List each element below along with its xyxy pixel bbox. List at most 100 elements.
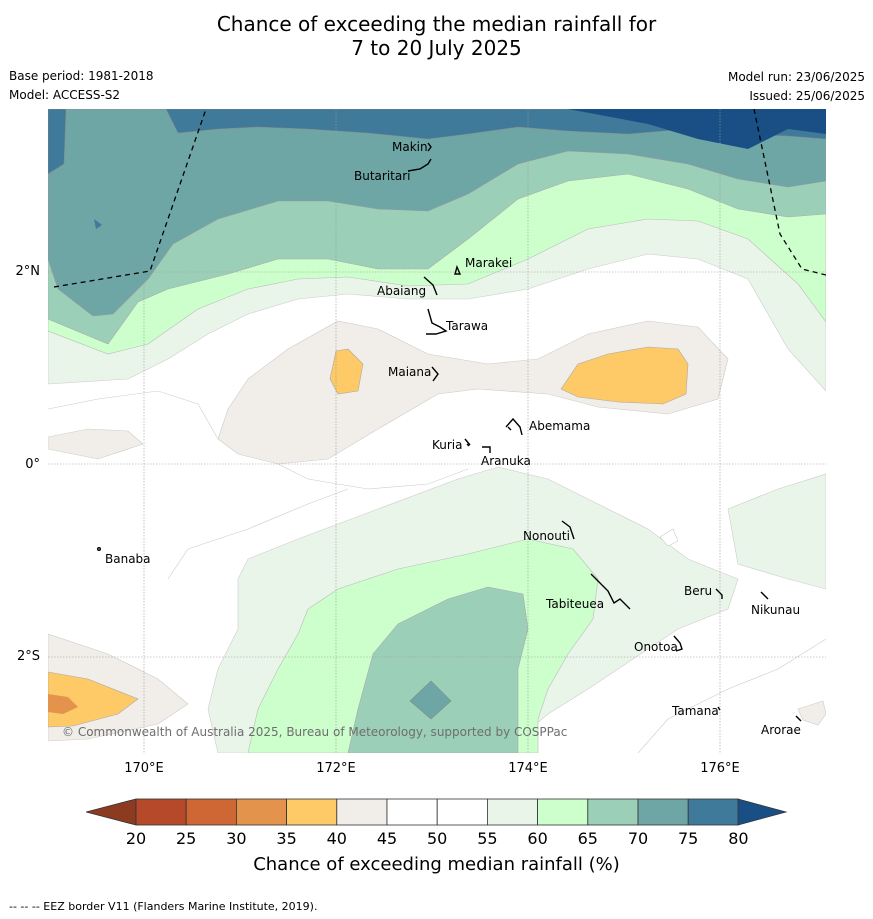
colorbar-svg xyxy=(84,798,788,826)
colorbar-segment xyxy=(336,798,388,826)
colorbar xyxy=(84,798,788,832)
label-tarawa: Tarawa xyxy=(445,319,488,333)
label-onotoa: Onotoa xyxy=(634,640,678,654)
colorbar-tick-label: 50 xyxy=(427,829,448,848)
colorbar-segment xyxy=(687,798,739,826)
eez-footnote: -- -- -- EEZ border V11 (Flanders Marine… xyxy=(9,900,318,913)
beru-island xyxy=(715,588,723,599)
eez-border-west xyxy=(53,109,207,288)
band-contour-fragment xyxy=(659,528,679,547)
band-40-45-west-small xyxy=(48,428,144,460)
banaba-island xyxy=(97,547,102,552)
label-tamana: Tamana xyxy=(671,704,719,718)
colorbar-segment xyxy=(537,798,589,826)
tarawa-island xyxy=(426,308,448,335)
makin-island xyxy=(427,142,432,152)
label-butaritari: Butaritari xyxy=(354,169,411,183)
label-marakei: Marakei xyxy=(465,256,512,270)
label-banaba: Banaba xyxy=(105,552,151,566)
colorbar-segment xyxy=(436,798,488,826)
band-70-75-south xyxy=(409,680,452,720)
colorbar-segment xyxy=(286,798,338,826)
lon-label-172e: 172°E xyxy=(316,761,356,776)
colorbar-tick-label: 30 xyxy=(226,829,247,848)
model-run: Model run: 23/06/2025 xyxy=(727,70,865,84)
band-75-80-north xyxy=(48,109,826,175)
band-over-80-north xyxy=(568,109,826,149)
nikunau-island xyxy=(760,591,769,600)
maiana-island xyxy=(431,366,439,382)
small-blob-north xyxy=(94,219,102,229)
colorbar-segment xyxy=(185,798,237,826)
label-abemama: Abemama xyxy=(529,419,590,433)
colorbar-tick-label: 40 xyxy=(326,829,347,848)
lon-label-170e: 170°E xyxy=(124,761,164,776)
model-name: Model: ACCESS-S2 xyxy=(9,88,121,102)
colorbar-segment xyxy=(587,798,639,826)
kuria-island xyxy=(464,438,471,447)
issued-date: Issued: 25/06/2025 xyxy=(749,89,865,103)
colorbar-segment xyxy=(637,798,689,826)
contour-line-50 xyxy=(48,390,469,490)
band-65-70-south xyxy=(347,586,529,753)
lat-label-2n: 2°N xyxy=(15,264,41,279)
copyright-notice: © Commonwealth of Australia 2025, Bureau… xyxy=(62,725,568,739)
label-aranuka: Aranuka xyxy=(481,454,531,468)
colorbar-segment xyxy=(386,798,438,826)
colorbar-tick-label: 20 xyxy=(125,829,147,848)
tabiteuea-island xyxy=(590,573,631,610)
map-title-line2: 7 to 20 July 2025 xyxy=(351,36,522,60)
label-maiana: Maiana xyxy=(388,365,431,379)
band-35-40-southwest xyxy=(48,671,139,728)
band-55-60-east xyxy=(727,473,826,590)
tamana-island xyxy=(717,706,721,711)
lat-label-0: 0° xyxy=(25,457,40,472)
onotoa-island xyxy=(673,635,683,652)
colorbar-under-arrow xyxy=(84,798,137,826)
label-abaiang: Abaiang xyxy=(377,284,426,298)
colorbar-tick-label: 80 xyxy=(728,829,749,848)
abemama-island xyxy=(505,417,523,436)
colorbar-tick-label: 35 xyxy=(276,829,297,848)
colorbar-label: Chance of exceeding median rainfall (%) xyxy=(253,854,620,875)
eez-border-east xyxy=(753,109,826,276)
band-30-35-southwest xyxy=(48,694,78,714)
arorae-island xyxy=(795,715,802,722)
label-makin: Makin xyxy=(392,140,428,154)
colorbar-tick-label: 70 xyxy=(627,829,649,848)
colorbar-tick-label: 25 xyxy=(176,829,197,848)
graticule xyxy=(48,109,826,753)
colorbar-segment xyxy=(486,798,538,826)
abaiang-island xyxy=(423,276,438,296)
nonouti-island xyxy=(561,520,575,540)
rainfall-contours: Makin Butaritari Marakei Abaiang Tarawa … xyxy=(48,109,826,753)
butaritari-island xyxy=(407,158,432,172)
colorbar-tick-label: 75 xyxy=(678,829,699,848)
rainfall-map: Makin Butaritari Marakei Abaiang Tarawa … xyxy=(48,109,826,753)
colorbar-tick-label: 65 xyxy=(577,829,598,848)
map-title-line1: Chance of exceeding the median rainfall … xyxy=(216,12,657,36)
label-tabiteuea: Tabiteuea xyxy=(545,597,604,611)
label-kuria: Kuria xyxy=(432,438,463,452)
lon-label-176e: 176°E xyxy=(700,761,740,776)
label-nikunau: Nikunau xyxy=(751,603,800,617)
contour-line-50-south xyxy=(167,488,826,753)
colorbar-over-arrow xyxy=(737,798,788,826)
lat-label-2s: 2°S xyxy=(16,649,40,664)
band-40-45-southeast xyxy=(797,700,826,726)
label-nonouti: Nonouti xyxy=(523,529,570,543)
colorbar-tick-label: 45 xyxy=(376,829,398,848)
aranuka-island xyxy=(482,446,491,453)
marakei-island xyxy=(454,264,462,275)
label-arorae: Arorae xyxy=(761,723,801,737)
colorbar-tick-label: 55 xyxy=(477,829,498,848)
colorbar-segment xyxy=(235,798,287,826)
band-70-75-north xyxy=(48,109,826,317)
band-35-40-central-west xyxy=(329,348,364,395)
band-35-40-central-east xyxy=(560,346,689,405)
base-period: Base period: 1981-2018 xyxy=(9,69,154,83)
lon-label-174e: 174°E xyxy=(508,761,548,776)
colorbar-tick-label: 60 xyxy=(527,829,548,848)
islands xyxy=(97,142,802,722)
colorbar-segment xyxy=(135,798,187,826)
